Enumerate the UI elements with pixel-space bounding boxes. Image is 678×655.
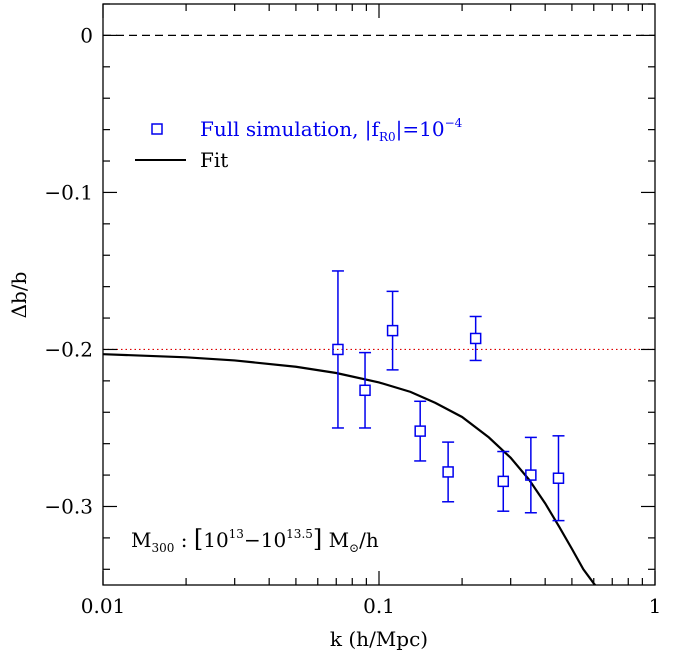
data-point xyxy=(359,384,371,397)
data-point-group xyxy=(469,315,482,362)
data-point-group xyxy=(359,351,372,429)
x-tick-label: 0.1 xyxy=(363,594,395,618)
annot-unit-sub: ⊙ xyxy=(349,541,359,555)
annot-b2: 10 xyxy=(261,528,286,552)
data-point xyxy=(332,343,344,356)
data-point-group xyxy=(386,290,399,371)
annot-b1: 10 xyxy=(203,528,228,552)
data-point xyxy=(525,469,537,481)
y-tick-label: −0.2 xyxy=(44,337,93,361)
legend-sim-sup: −4 xyxy=(445,116,463,130)
annot-open: [ xyxy=(194,525,203,553)
data-point-group xyxy=(331,270,344,429)
annot-m: M xyxy=(131,528,151,552)
legend-entry-fit: Fit xyxy=(200,148,228,172)
reference-lines xyxy=(103,34,655,351)
y-tick-label: 0 xyxy=(80,23,93,47)
annot-m-sub: 300 xyxy=(151,541,174,555)
tick-labels-layer: 0.01 0.1 10−0.1−0.2−0.3 xyxy=(44,23,661,618)
mass-range-annotation: M300 : [1013−1013.5] M⊙/h xyxy=(131,525,379,555)
legend-sim-post: |=10 xyxy=(396,117,445,142)
legend-sim-text: Full simulation, |f xyxy=(200,117,381,142)
data-point-group xyxy=(442,441,455,503)
annot-e2: 13.5 xyxy=(286,527,313,541)
y-axis-label: Δb/b xyxy=(7,272,31,319)
annot-e1: 13 xyxy=(229,527,244,541)
legend-entry-simulation: Full simulation, |fR0|=10−4 xyxy=(200,116,463,144)
x-tick-label: 0.01 xyxy=(81,594,126,618)
x-axis-label: k (h/Mpc) xyxy=(330,627,428,651)
legend: Full simulation, |fR0|=10−4 Fit xyxy=(135,116,463,172)
annot-dash: − xyxy=(244,528,261,552)
data-point-group xyxy=(524,436,537,514)
fit-curve-layer xyxy=(103,353,597,585)
annot-close: ] xyxy=(313,525,322,553)
ticks-layer xyxy=(102,3,656,585)
data-point xyxy=(552,472,565,484)
data-point xyxy=(414,425,426,437)
legend-sim-sub: R0 xyxy=(379,130,396,144)
fit-curve xyxy=(103,353,597,585)
data-points-layer xyxy=(331,270,565,522)
data-point xyxy=(497,475,510,488)
data-point xyxy=(442,466,454,478)
data-point-group xyxy=(552,435,565,522)
data-point-group xyxy=(497,450,510,512)
y-tick-label: −0.3 xyxy=(44,494,93,518)
annot-unit-m: M xyxy=(322,528,349,552)
legend-marker-square xyxy=(151,123,163,135)
x-tick-label: 1 xyxy=(649,594,662,618)
data-point xyxy=(386,324,399,337)
data-point-group xyxy=(414,400,427,462)
y-tick-label: −0.1 xyxy=(44,180,93,204)
annot-unit-end: /h xyxy=(359,528,379,552)
plot-frame xyxy=(102,3,656,586)
annot-colon: : xyxy=(174,528,193,552)
data-point xyxy=(469,332,482,345)
